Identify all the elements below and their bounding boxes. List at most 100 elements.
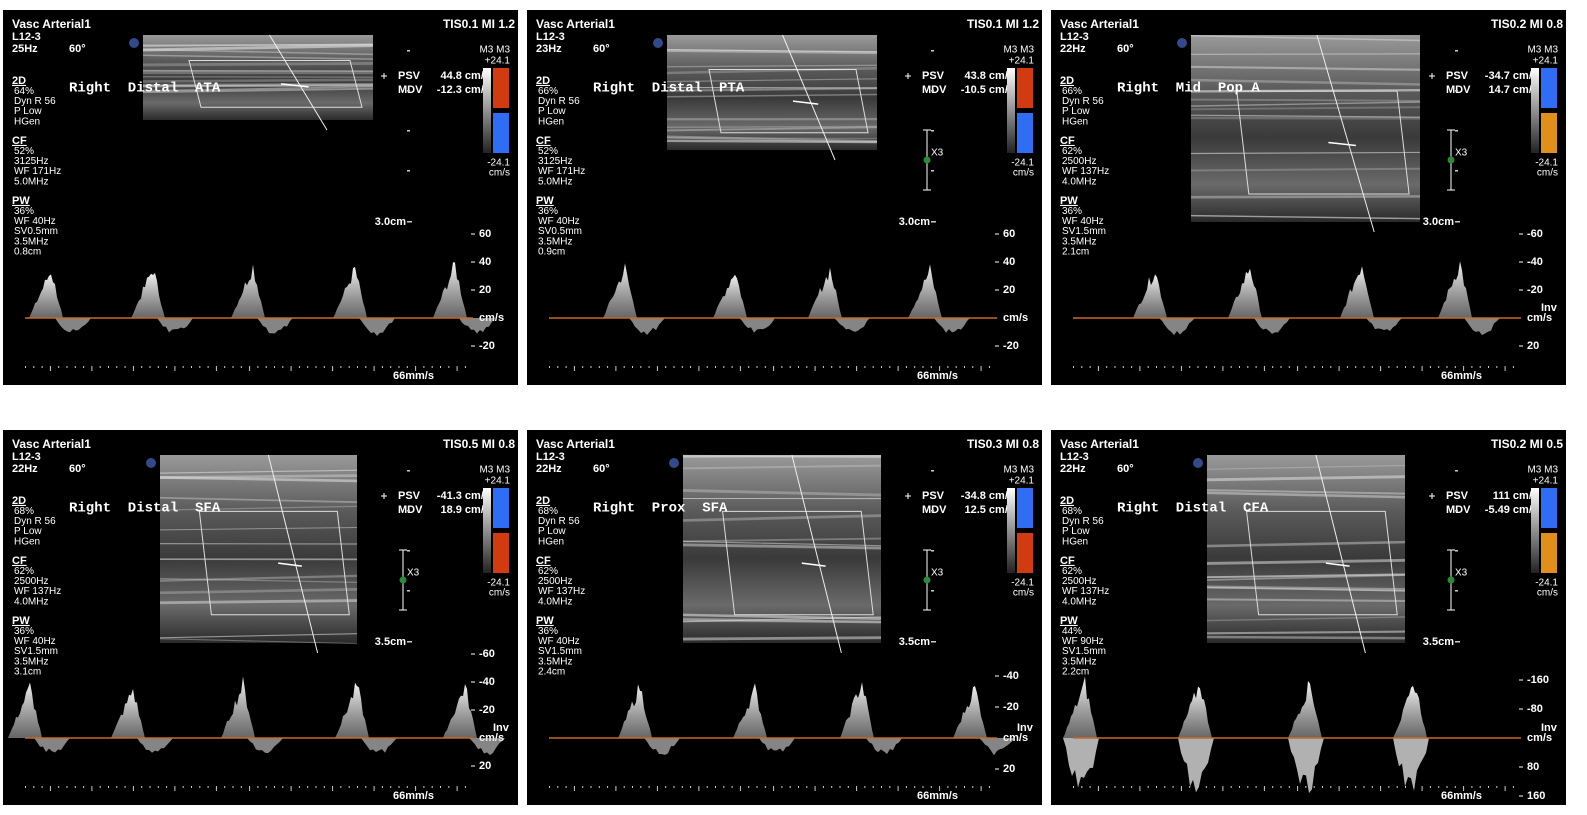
- b-mode-image: [160, 455, 357, 643]
- tissue-streak: [1206, 573, 1406, 579]
- time-tick: [1263, 366, 1265, 371]
- group-title: CF: [536, 135, 551, 147]
- tissue-streak: [1190, 167, 1421, 172]
- time-tick: [274, 366, 275, 368]
- tis-mi: TIS0.5 MI 0.8: [443, 437, 515, 451]
- time-tick: [1297, 366, 1299, 371]
- time-tick: [74, 366, 76, 368]
- time-tick: [681, 366, 683, 368]
- spectral-peak: [1438, 261, 1474, 318]
- gate-marker-label: X3: [407, 568, 420, 579]
- time-tick: [573, 786, 575, 791]
- parameter: WF 40Hz: [14, 216, 56, 227]
- time-tick: [1230, 786, 1232, 788]
- time-tick: [1463, 786, 1465, 791]
- scale-label: 20: [479, 284, 491, 296]
- depth: 3.5cm: [375, 636, 406, 648]
- time-tick: [1089, 366, 1091, 368]
- spectral-reverse: [934, 318, 970, 333]
- time-tick: [1139, 366, 1141, 371]
- time-tick: [91, 366, 93, 371]
- time-tick: [756, 366, 758, 368]
- tissue-streak: [142, 61, 374, 67]
- time-tick: [972, 366, 974, 368]
- frame-rate: 22Hz: [1060, 43, 1086, 55]
- time-tick: [207, 786, 209, 788]
- colorbar-bottom-band: [1541, 113, 1557, 153]
- time-tick: [108, 366, 109, 368]
- parameter: 36%: [14, 626, 34, 637]
- time-tick: [1280, 786, 1282, 788]
- time-tick: [988, 366, 990, 368]
- time-tick: [914, 786, 916, 788]
- time-tick: [440, 786, 441, 788]
- scale-label: -20: [479, 704, 495, 716]
- time-tick: [1114, 366, 1116, 368]
- colorbar-unit: cm/s: [489, 588, 510, 599]
- time-tick: [199, 786, 201, 788]
- spectral-peak: [1063, 676, 1099, 738]
- time-tick: [1488, 366, 1489, 368]
- depth-tick: [1455, 130, 1458, 132]
- parameter: 3.5MHz: [14, 656, 48, 667]
- time-tick: [1388, 786, 1390, 788]
- color-box: [1236, 90, 1410, 195]
- parameter: 2500Hz: [538, 576, 572, 587]
- time-tick: [182, 366, 184, 368]
- time-tick: [706, 366, 708, 368]
- time-tick: [988, 786, 990, 788]
- parameter: WF 137Hz: [14, 586, 61, 597]
- spectral-peak: [1133, 274, 1169, 318]
- time-tick: [108, 786, 109, 788]
- gate-marker-label: X3: [931, 568, 944, 579]
- time-tick: [598, 786, 600, 788]
- time-tick: [598, 366, 600, 368]
- time-tick: [406, 786, 408, 788]
- time-tick: [1139, 786, 1141, 791]
- time-tick: [1479, 786, 1481, 788]
- time-tick: [889, 786, 891, 788]
- time-tick: [257, 786, 259, 788]
- time-tick: [798, 366, 799, 368]
- tis-mi: TIS0.2 MI 0.5: [1491, 437, 1563, 451]
- time-tick: [756, 786, 758, 788]
- probe-icon: [1177, 38, 1187, 48]
- header: Vasc Arterial1: [1060, 17, 1139, 31]
- parameter: 2500Hz: [1062, 576, 1096, 587]
- time-tick: [1106, 366, 1108, 368]
- time-tick: [282, 366, 284, 368]
- spectral-reverse: [629, 318, 665, 336]
- time-tick: [1189, 366, 1191, 368]
- time-tick: [831, 786, 833, 788]
- vessel-label: Right Distal CFA: [1117, 501, 1269, 517]
- time-tick: [748, 786, 750, 788]
- time-tick: [773, 786, 775, 791]
- probe-icon: [146, 458, 156, 468]
- time-tick: [398, 786, 400, 788]
- time-tick: [464, 786, 466, 788]
- scale-label: -80: [1527, 703, 1543, 715]
- time-tick: [199, 366, 201, 368]
- time-tick: [33, 366, 35, 368]
- caliper-icon: [381, 73, 387, 79]
- colorbar-bottom-band: [493, 113, 509, 153]
- time-tick: [290, 786, 292, 791]
- spectral-peak: [221, 676, 257, 738]
- spectral-peak: [1228, 268, 1264, 318]
- scale-label: 20: [1527, 340, 1539, 352]
- time-tick: [282, 786, 284, 788]
- time-tick: [739, 366, 741, 371]
- time-tick: [1338, 366, 1340, 371]
- mdv-value: 18.9 cm/s: [440, 504, 490, 516]
- depth: 3.5cm: [1423, 636, 1454, 648]
- parameter: P Low: [538, 106, 566, 117]
- time-tick: [99, 366, 101, 368]
- time-tick: [1097, 786, 1099, 791]
- time-tick: [632, 366, 633, 368]
- scale-label: 80: [1527, 761, 1539, 773]
- colorbar-top: +24.1: [1009, 476, 1035, 487]
- depth-tick: [407, 50, 410, 52]
- colorbar-top-band: [1541, 68, 1557, 108]
- spectral-reverse: [361, 738, 397, 753]
